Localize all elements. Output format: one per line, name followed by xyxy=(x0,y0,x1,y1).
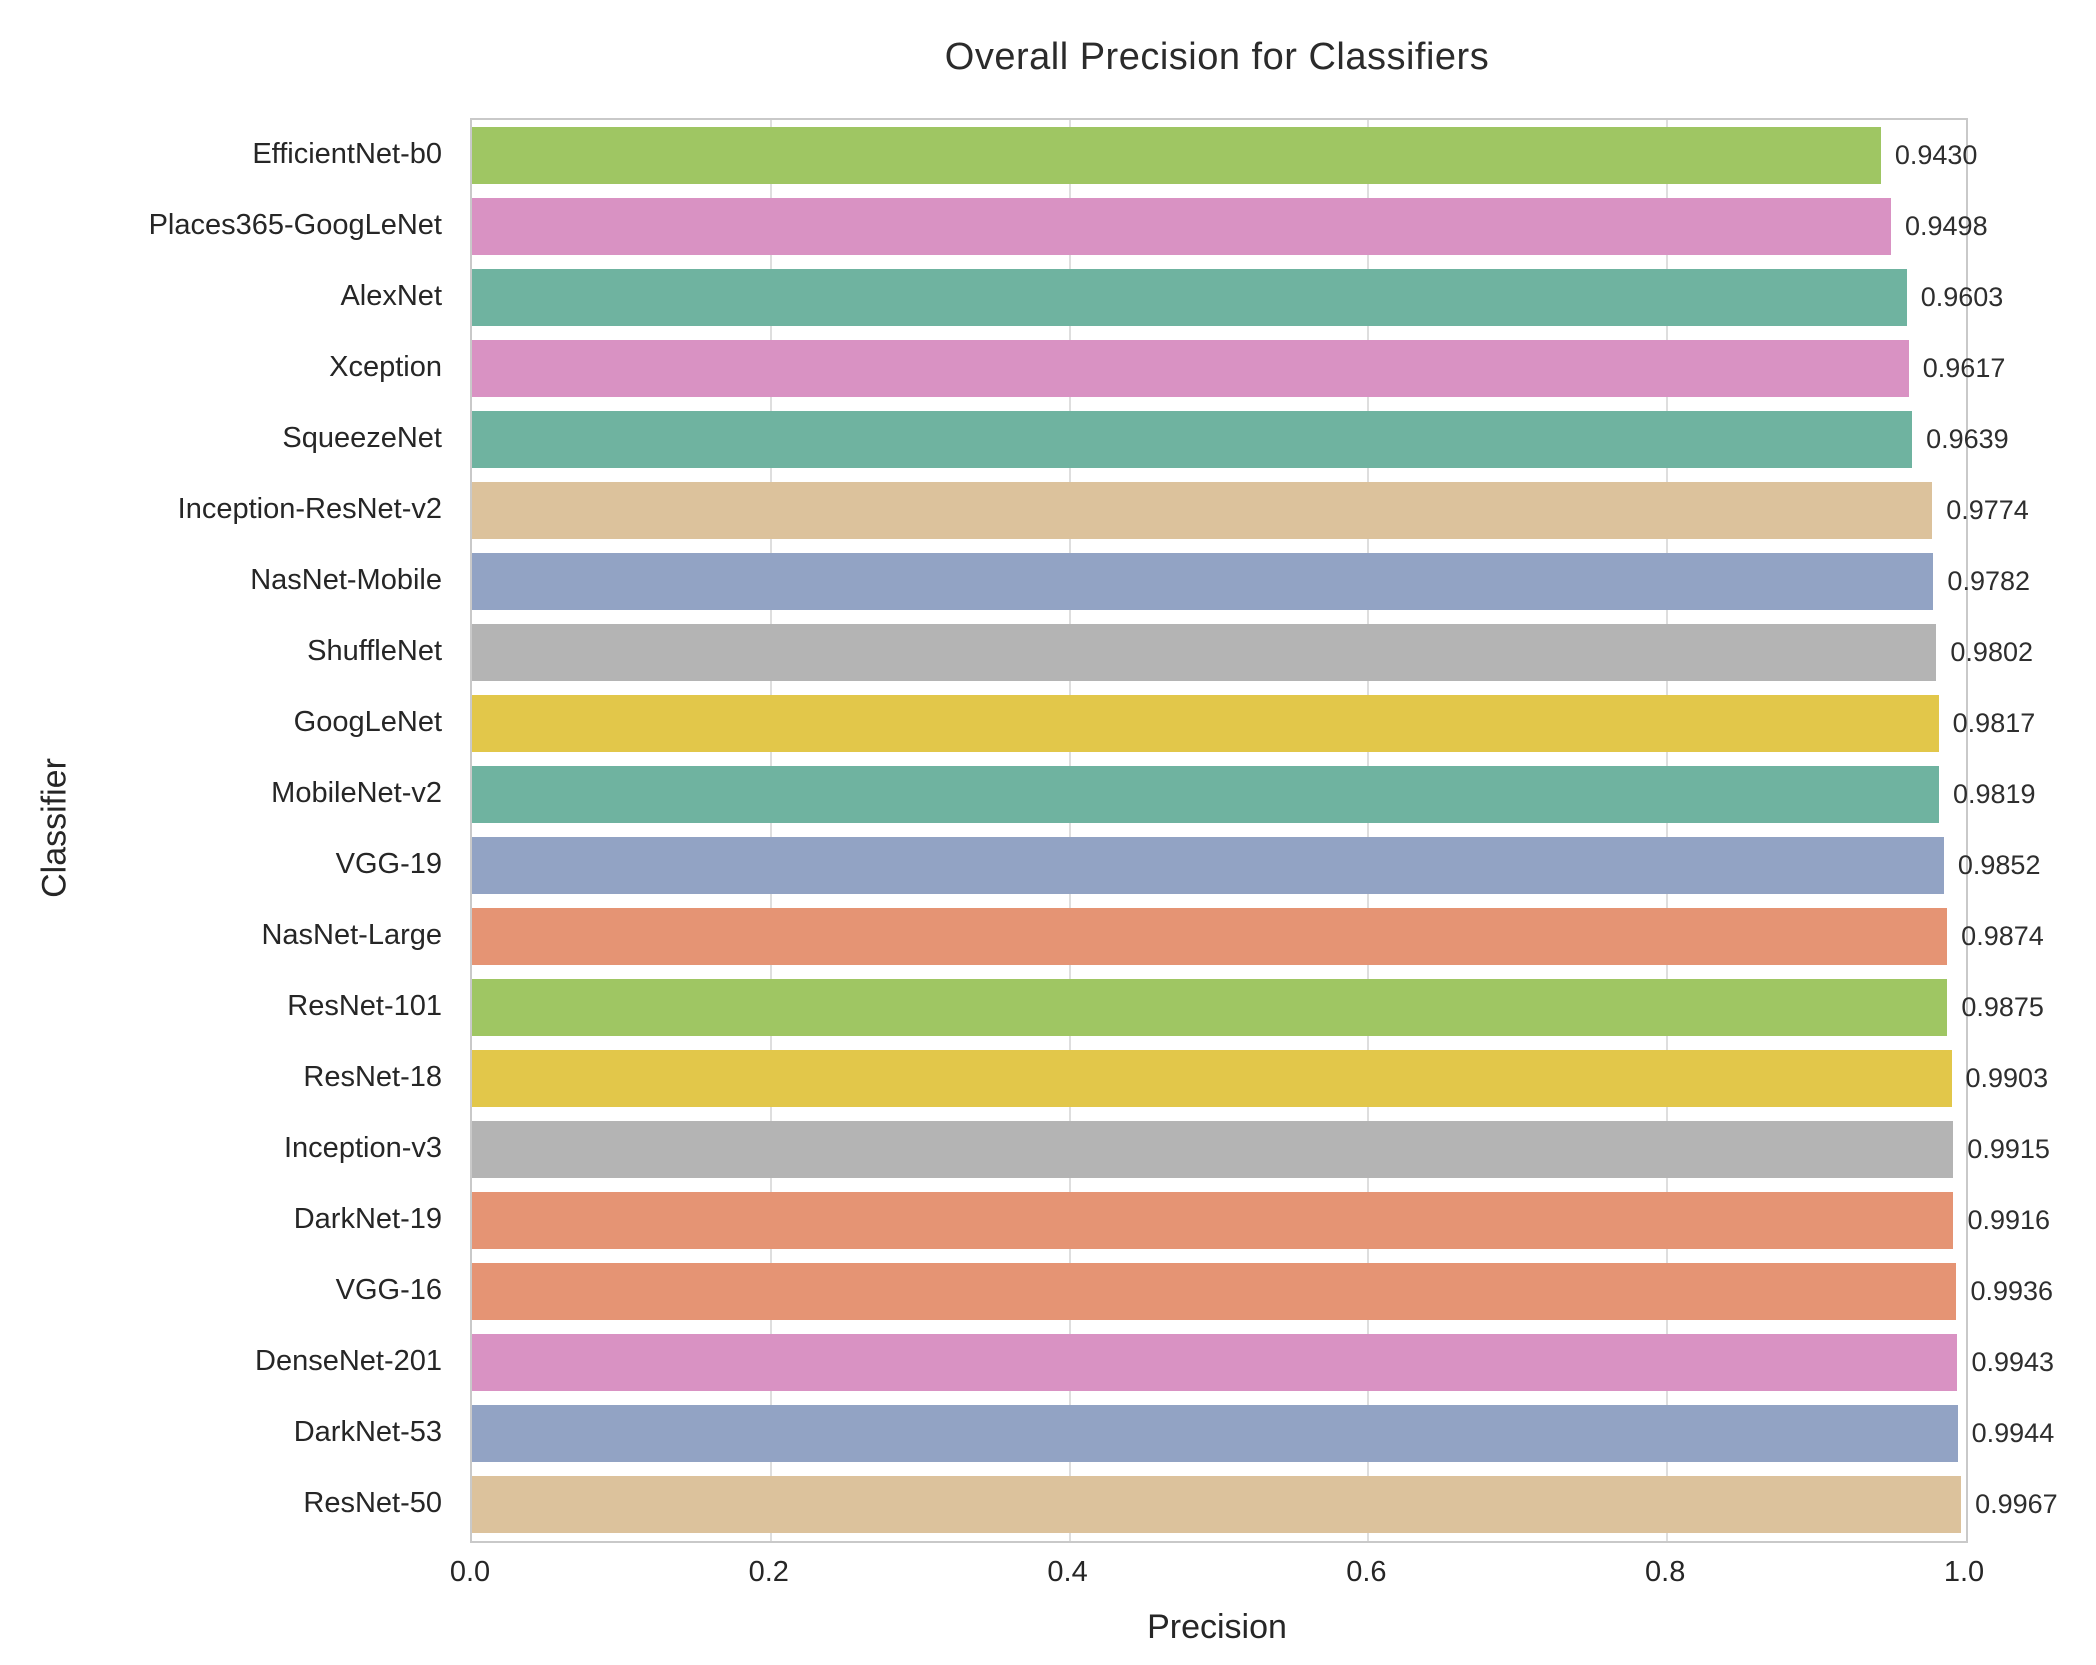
bar-value-label: 0.9430 xyxy=(1894,140,1978,170)
y-tick-label: Inception-v3 xyxy=(284,1132,442,1164)
bar-resnet-18 xyxy=(472,1050,1952,1107)
y-tick-label: ResNet-18 xyxy=(303,1061,442,1093)
bar-places365-googlenet xyxy=(472,198,1891,255)
gridline xyxy=(1068,120,1071,1541)
bar-vgg-19 xyxy=(472,837,1944,894)
y-tick-label: MobileNet-v2 xyxy=(271,777,442,809)
x-tick-label: 0.2 xyxy=(748,1556,789,1588)
chart-title: Overall Precision for Classifiers xyxy=(944,36,1490,78)
bar-value-label: 0.9639 xyxy=(1926,424,2009,454)
bar-value-label: 0.9782 xyxy=(1947,566,2031,596)
bar-value-label: 0.9903 xyxy=(1965,1063,2049,1093)
bar-row: 0.9617 xyxy=(472,333,2005,404)
bar-value-label: 0.9817 xyxy=(1952,708,2036,738)
bar-row: 0.9915 xyxy=(472,1114,2050,1185)
bar-xception xyxy=(472,340,1909,397)
bar-darknet-53 xyxy=(472,1405,1958,1462)
bar-densenet-201 xyxy=(472,1334,1958,1391)
bar-row: 0.9782 xyxy=(472,546,2030,617)
bar-row: 0.9874 xyxy=(472,901,2044,972)
bar-value-label: 0.9617 xyxy=(1922,353,2006,383)
x-tick-label: 0.0 xyxy=(449,1556,491,1588)
bar-value-label: 0.9874 xyxy=(1961,921,2044,951)
x-tick-label: 0.8 xyxy=(1645,1556,1686,1588)
bar-row: 0.9903 xyxy=(472,1043,2048,1114)
bar-value-label: 0.9498 xyxy=(1905,211,1988,241)
y-tick-label: NasNet-Mobile xyxy=(250,564,442,596)
bar-value-label: 0.9944 xyxy=(1971,1418,2055,1448)
x-tick-label: 0.4 xyxy=(1047,1556,1088,1588)
y-tick-label: Places365-GoogLeNet xyxy=(148,209,442,241)
bar-mobilenet-v2 xyxy=(472,766,1939,823)
x-axis-title: Precision xyxy=(1147,1608,1287,1646)
y-tick-label: ResNet-101 xyxy=(287,990,442,1022)
y-tick-label: DarkNet-53 xyxy=(293,1416,442,1448)
y-tick-label: EfficientNet-b0 xyxy=(252,138,442,170)
bar-row: 0.9819 xyxy=(472,759,2036,830)
plot-area: 0.9430 0.9498 0.9603 0.9617 0.9639 0.9774 0.97… xyxy=(470,118,2058,1543)
y-tick-label: ResNet-50 xyxy=(303,1487,442,1519)
y-tick-label: SqueezeNet xyxy=(282,422,442,454)
y-tick-label: AlexNet xyxy=(340,280,442,312)
y-tick-label: GoogLeNet xyxy=(293,706,442,738)
bar-row: 0.9944 xyxy=(472,1398,2054,1469)
y-tick-label: NasNet-Large xyxy=(261,919,442,951)
bar-row: 0.9802 xyxy=(472,617,2033,688)
bar-row: 0.9943 xyxy=(472,1327,2054,1398)
bar-value-label: 0.9967 xyxy=(1975,1489,2058,1519)
bar-row: 0.9817 xyxy=(472,688,2035,759)
gridline xyxy=(769,120,772,1541)
bar-value-label: 0.9943 xyxy=(1971,1347,2055,1377)
y-tick-label: VGG-19 xyxy=(335,848,442,880)
bar-darknet-19 xyxy=(472,1192,1954,1249)
bar-row: 0.9639 xyxy=(472,404,2009,475)
bar-value-label: 0.9875 xyxy=(1961,992,2044,1022)
gridline xyxy=(1666,120,1669,1541)
y-tick-label: Inception-ResNet-v2 xyxy=(177,493,442,525)
bar-efficientnet-b0 xyxy=(472,127,1881,184)
bar-alexnet xyxy=(472,269,1907,326)
x-tick-label: 1.0 xyxy=(1943,1556,1985,1588)
y-tick-label: ShuffleNet xyxy=(307,635,442,667)
bar-row: 0.9774 xyxy=(472,475,2029,546)
bar-squeezenet xyxy=(472,411,1913,468)
y-tick-label: Xception xyxy=(329,351,442,383)
bar-value-label: 0.9819 xyxy=(1952,779,2036,809)
bar-googlenet xyxy=(472,695,1939,752)
bar-nasnet-mobile xyxy=(472,553,1934,610)
bar-row: 0.9916 xyxy=(472,1185,2050,1256)
y-tick-label: DarkNet-19 xyxy=(293,1203,442,1235)
bar-vgg-16 xyxy=(472,1263,1957,1320)
bar-inception-resnet-v2 xyxy=(472,482,1933,539)
y-axis-tick-labels: EfficientNet-b0 Places365-GoogLeNet AlexNe… xyxy=(0,119,442,1539)
bar-row: 0.9430 xyxy=(472,120,1977,191)
bar-row: 0.9603 xyxy=(472,262,2003,333)
bar-shufflenet xyxy=(472,624,1937,681)
x-axis-tick-labels: 0.0 0.2 0.4 0.6 0.8 1.0 xyxy=(0,1556,2096,1596)
bar-value-label: 0.9603 xyxy=(1920,282,2004,312)
gridline xyxy=(1367,120,1370,1541)
bar-value-label: 0.9936 xyxy=(1970,1276,2054,1306)
y-tick-label: DenseNet-201 xyxy=(255,1345,442,1377)
bar-value-label: 0.9802 xyxy=(1950,637,2033,667)
bar-value-label: 0.9774 xyxy=(1946,495,2029,525)
y-tick-label: VGG-16 xyxy=(335,1274,442,1306)
bar-inception-v3 xyxy=(472,1121,1954,1178)
x-tick-label: 0.6 xyxy=(1346,1556,1387,1588)
bar-row: 0.9936 xyxy=(472,1256,2053,1327)
bar-row: 0.9852 xyxy=(472,830,2040,901)
bar-row: 0.9967 xyxy=(472,1469,2058,1540)
bar-resnet-101 xyxy=(472,979,1948,1036)
bar-value-label: 0.9916 xyxy=(1967,1205,2051,1235)
bar-nasnet-large xyxy=(472,908,1948,965)
bar-value-label: 0.9915 xyxy=(1967,1134,2050,1164)
bar-resnet-50 xyxy=(472,1476,1962,1533)
bar-row: 0.9875 xyxy=(472,972,2044,1043)
bar-value-label: 0.9852 xyxy=(1957,850,2041,880)
bar-row: 0.9498 xyxy=(472,191,1988,262)
